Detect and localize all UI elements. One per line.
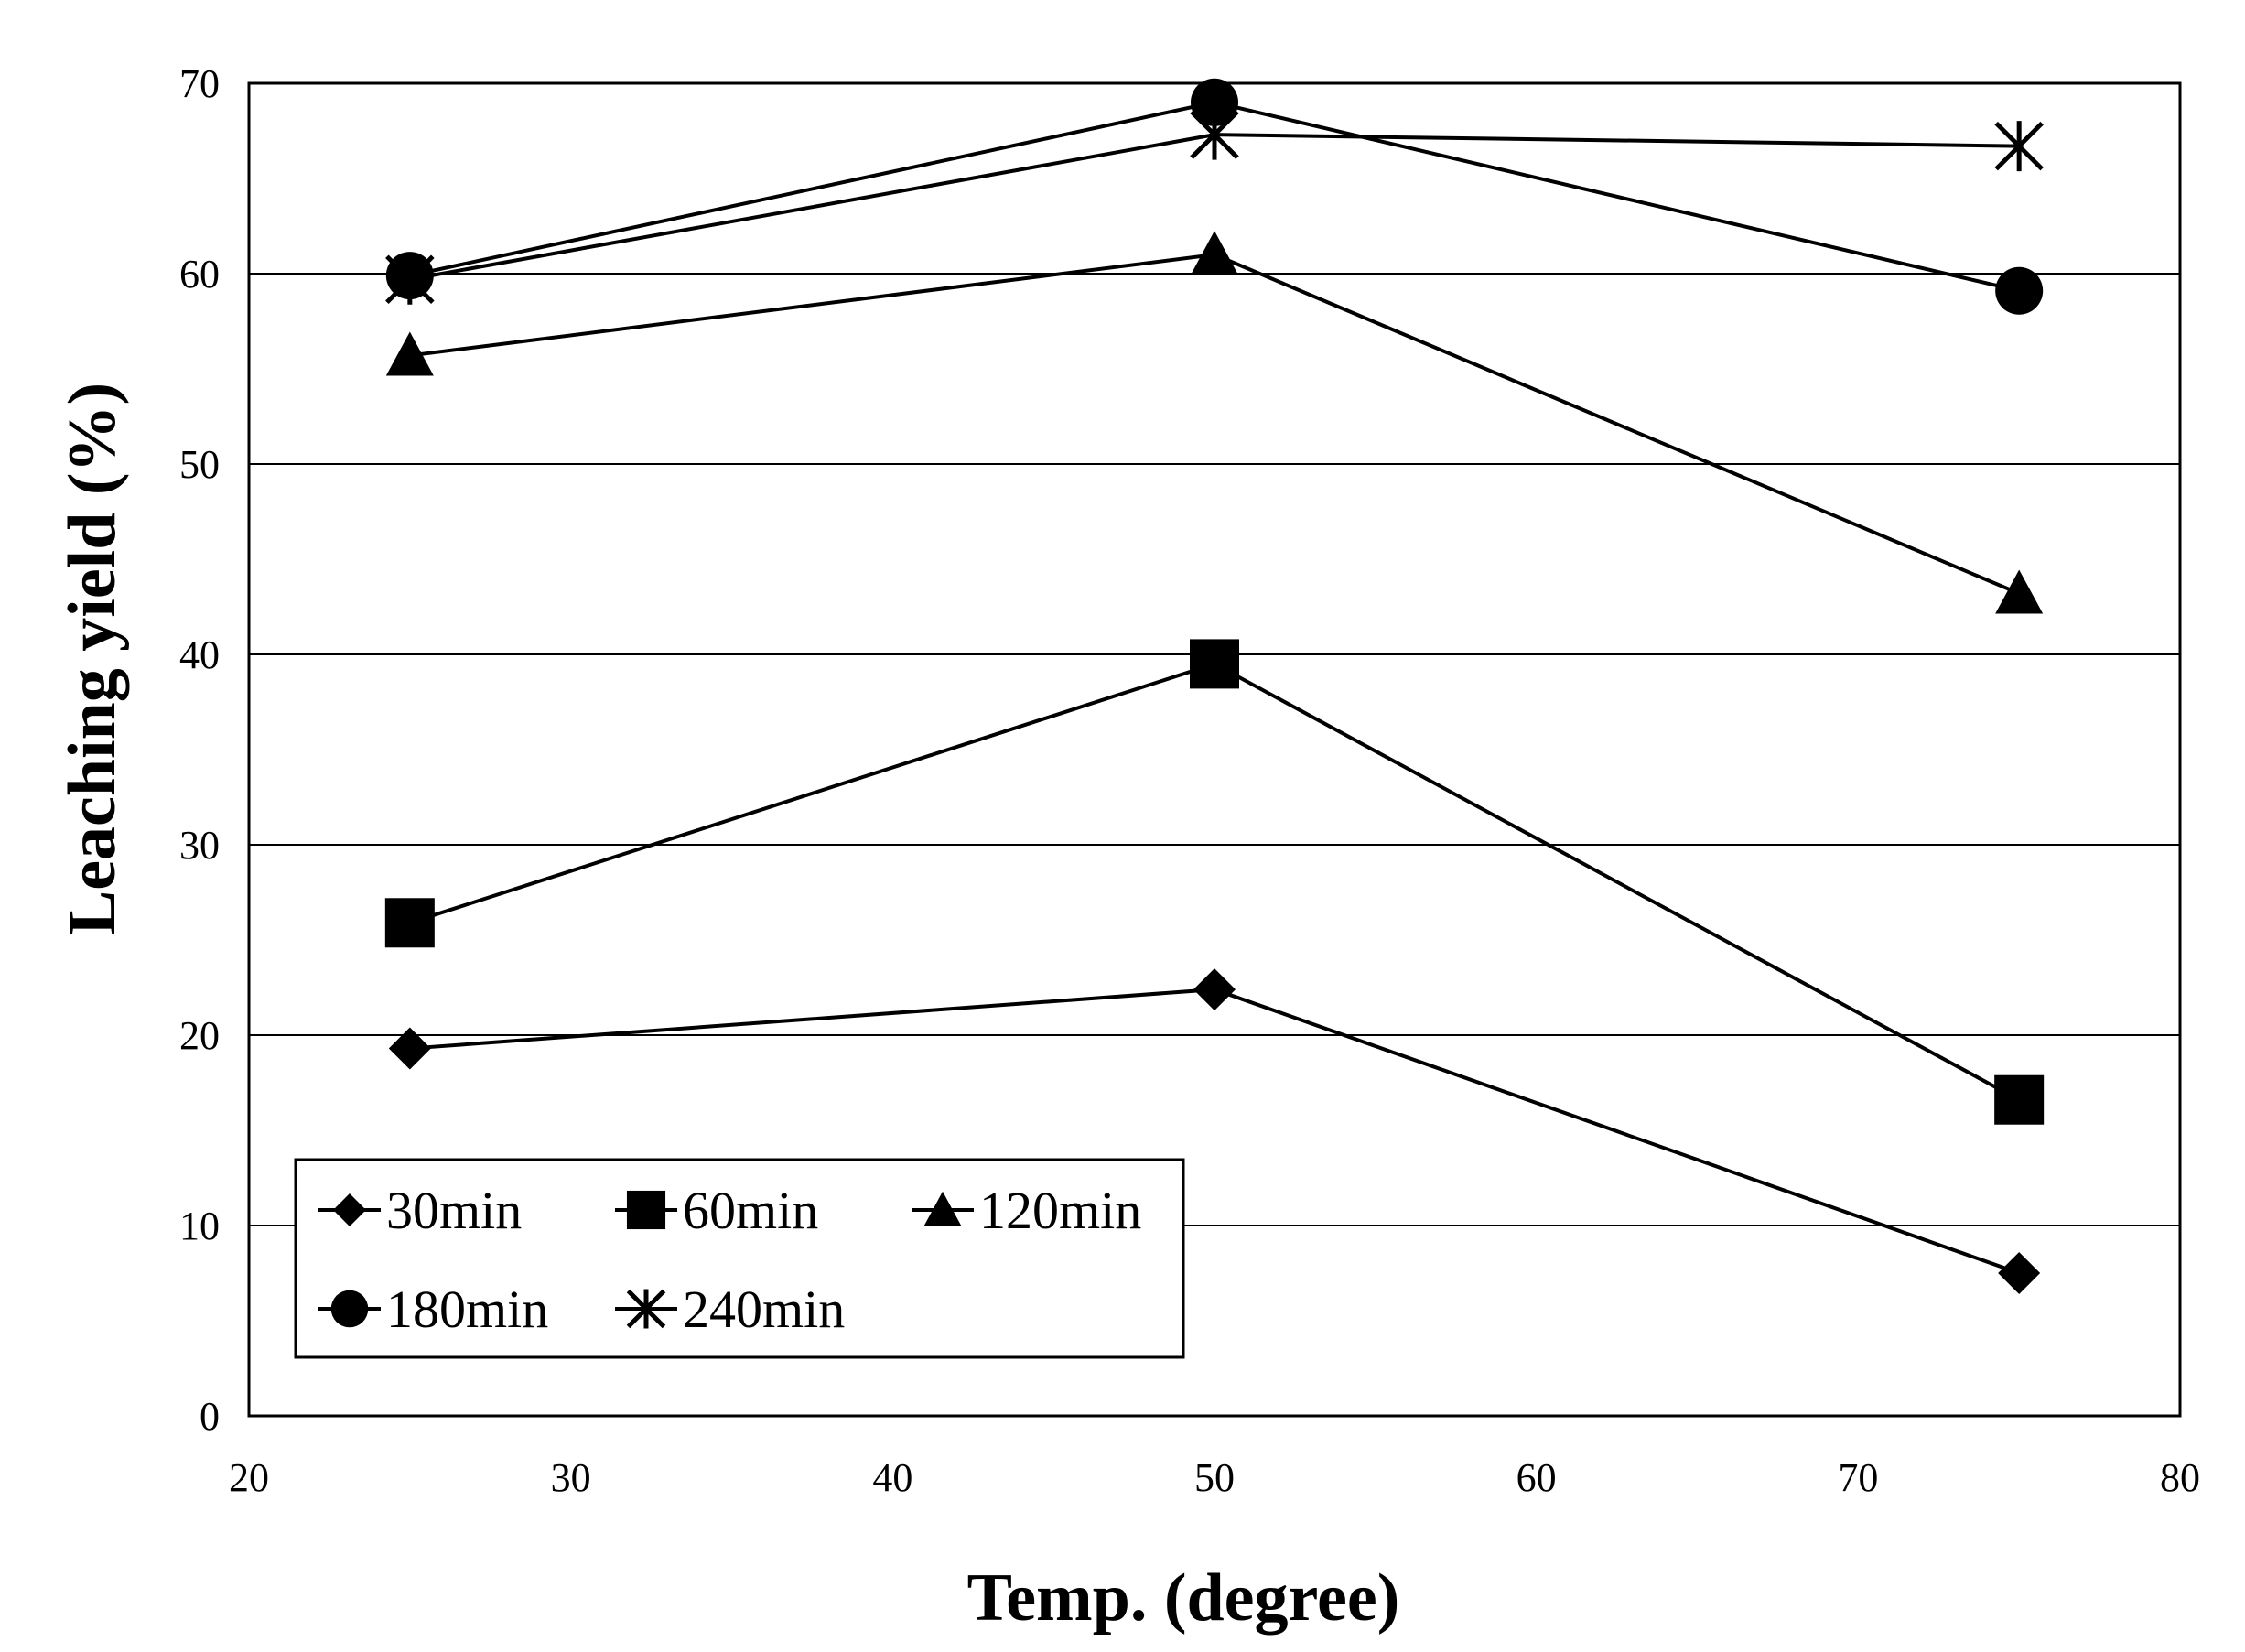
legend-item-180min: 180min (318, 1279, 548, 1339)
legend-label-240min: 240min (683, 1279, 845, 1339)
point-240min-50 (1190, 109, 1239, 160)
legend-item-30min: 30min (318, 1181, 522, 1240)
series-30min (388, 968, 2041, 1294)
y-tick-label-40: 40 (179, 632, 220, 677)
legend-label-180min: 180min (386, 1279, 548, 1339)
point-120min-75 (1995, 569, 2044, 614)
y-tick-label-10: 10 (179, 1204, 220, 1248)
legend-marker-120min (923, 1191, 962, 1226)
point-60min-75 (1994, 1074, 2045, 1125)
series-120min (385, 231, 2044, 614)
x-tick-label-20: 20 (229, 1455, 269, 1500)
point-60min-50 (1190, 639, 1239, 689)
series-layer (384, 78, 2045, 1294)
gridlines (249, 273, 2180, 1226)
legend-item-240min: 240min (615, 1279, 845, 1339)
y-tick-label-0: 0 (200, 1394, 220, 1439)
point-120min-25 (385, 331, 434, 376)
point-30min-50 (1193, 968, 1236, 1011)
point-180min-50 (1191, 78, 1238, 126)
legend: 30min 60min 120min 180min 240min (294, 1158, 1185, 1359)
legend-marker-30min (333, 1193, 366, 1226)
legend-item-120min: 120min (912, 1181, 1141, 1240)
y-tick-label-70: 70 (179, 61, 220, 106)
legend-box (294, 1158, 1185, 1359)
y-tick-label-60: 60 (179, 252, 220, 297)
y-tick-label-30: 30 (179, 823, 220, 868)
legend-item-60min: 60min (615, 1181, 818, 1240)
legend-label-120min: 120min (979, 1181, 1141, 1240)
x-tick-label-30: 30 (551, 1455, 591, 1500)
series-60min (384, 639, 2045, 1125)
point-240min-75 (1994, 121, 2044, 172)
x-tick-label-50: 50 (1194, 1455, 1235, 1500)
y-axis-title: Leaching yield (%) (55, 383, 130, 935)
x-tick-label-40: 40 (872, 1455, 912, 1500)
series-240min (385, 109, 2044, 305)
point-120min-50 (1191, 231, 1238, 275)
legend-marker-180min (330, 1290, 369, 1328)
point-30min-25 (388, 1027, 431, 1070)
legend-label-60min: 60min (683, 1181, 818, 1240)
y-tick-label-50: 50 (179, 442, 220, 487)
point-30min-75 (1998, 1252, 2041, 1294)
series-line-120min (409, 253, 2020, 596)
legend-marker-240min (626, 1289, 666, 1329)
x-tick-label-60: 60 (1516, 1455, 1557, 1500)
x-axis-title: Temp. (degree) (967, 1560, 1400, 1636)
x-tick-label-80: 80 (2160, 1455, 2200, 1500)
point-240min-25 (385, 254, 435, 305)
legend-label-30min: 30min (386, 1181, 522, 1240)
y-tick-label-20: 20 (179, 1013, 220, 1058)
legend-marker-60min (626, 1190, 666, 1230)
tick-labels: 0 10 20 30 40 50 60 70 20 30 40 50 60 70 80 (179, 61, 2200, 1500)
point-60min-25 (384, 898, 435, 948)
x-tick-label-70: 70 (1838, 1455, 1878, 1500)
point-180min-75 (1995, 266, 2044, 315)
